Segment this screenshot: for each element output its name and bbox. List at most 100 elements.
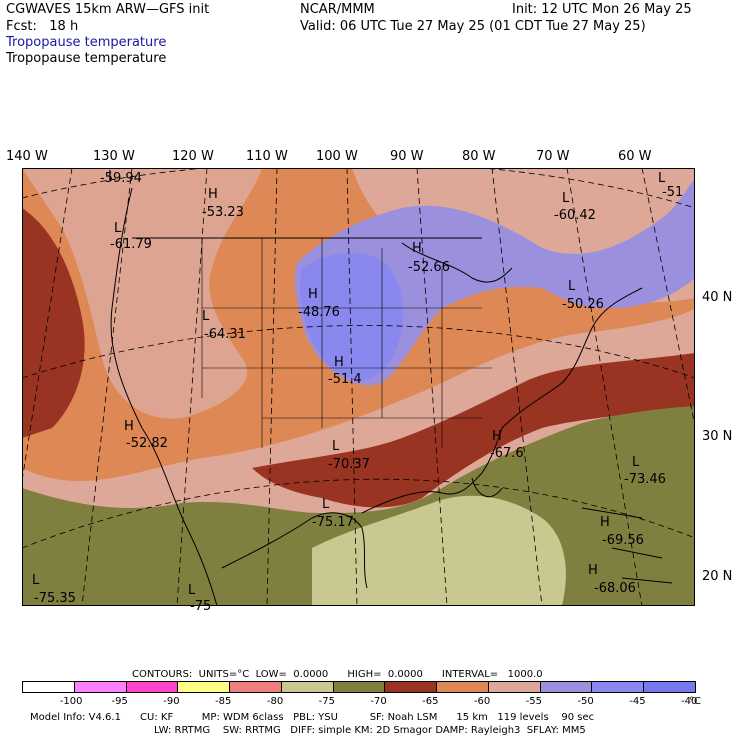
west-coast <box>110 187 218 606</box>
extremum-type: H <box>600 515 610 530</box>
east-coast <box>501 287 643 429</box>
extremum-value: -50.26 <box>562 297 604 312</box>
colorbar-swatch <box>177 681 231 693</box>
lat-label: 40 N <box>702 290 733 305</box>
extremum-value: -68.06 <box>594 581 636 596</box>
colorbar-tick-label: -40 <box>681 696 698 707</box>
colorbar-tick-label: -70 <box>370 696 387 707</box>
field-title-primary: Tropopause temperature <box>6 35 167 50</box>
map-frame <box>22 168 695 606</box>
extremum-type: L <box>658 171 666 186</box>
lon-label: 70 W <box>536 149 570 164</box>
colorbar-tick-label: -85 <box>215 696 232 707</box>
colorbar-tick-label: -50 <box>577 696 594 707</box>
florida-outline <box>471 477 503 498</box>
mexico-coast <box>221 512 368 589</box>
latitude-line <box>22 325 695 379</box>
extremum-value: -59.94 <box>100 171 142 186</box>
extremum-value: -53.23 <box>202 205 244 220</box>
lon-label: 140 W <box>6 149 48 164</box>
longitude-line <box>81 168 133 606</box>
gulf-coast <box>361 427 503 514</box>
lon-label: 120 W <box>172 149 214 164</box>
extremum-type: H <box>412 241 422 256</box>
extremum-type: L <box>114 221 122 236</box>
contours-info: CONTOURS: UNITS=°C LOW= 0.0000 HIGH= 0.0… <box>132 669 543 680</box>
extremum-value: -67.6 <box>490 446 524 461</box>
extremum-type: L <box>632 455 640 470</box>
colorbar-tick-label: -80 <box>266 696 284 707</box>
colorbar-tick-label: -65 <box>422 696 439 707</box>
colorbar-swatch <box>22 681 75 693</box>
longitude-line <box>416 168 448 606</box>
colorbar-swatch <box>436 681 489 693</box>
lon-label: 100 W <box>316 149 358 164</box>
extremum-value: -61.79 <box>110 237 152 252</box>
extremum-type: L <box>32 573 40 588</box>
extremum-value: -48.76 <box>298 305 340 320</box>
extremum-value: -69.56 <box>602 533 644 548</box>
coastlines <box>110 187 673 606</box>
colorbar-swatch <box>643 681 696 693</box>
colorbar-tick-label: -60 <box>473 696 491 707</box>
lon-label: 130 W <box>93 149 135 164</box>
extremum-type: H <box>588 563 598 578</box>
caribbean-islands <box>581 507 673 584</box>
longitude-line <box>346 168 358 606</box>
lon-label: 60 W <box>618 149 652 164</box>
extremum-value: -52.82 <box>126 436 168 451</box>
graticule <box>22 168 695 606</box>
extremum-type: H <box>492 429 502 444</box>
model-title: CGWAVES 15km ARW—GFS init <box>6 2 210 17</box>
state-borders <box>201 238 492 448</box>
extremum-type: L <box>568 279 576 294</box>
center-label: NCAR/MMM <box>300 2 375 17</box>
great-lakes <box>401 242 513 283</box>
model-info-line1: Model Info: V4.6.1 CU: KF MP: WDM 6class… <box>30 712 595 723</box>
extremum-type: H <box>124 419 134 434</box>
extremum-type: L <box>108 169 116 184</box>
extremum-value: -51 <box>662 185 684 200</box>
field-band-blue-core <box>299 252 404 381</box>
colorbar <box>22 681 696 693</box>
init-time: Init: 12 UTC Mon 26 May 25 <box>512 2 692 17</box>
extremum-value: -75 <box>190 599 212 614</box>
field-band-tan <box>312 495 566 606</box>
colorbar-tick-label: -95 <box>111 696 128 707</box>
extremum-type: L <box>202 309 210 324</box>
colorbar-swatch <box>229 681 282 693</box>
colorbar-unit: °C <box>689 696 701 707</box>
field-title-secondary: Tropopause temperature <box>6 51 167 66</box>
colorbar-tick-label: -45 <box>629 696 646 707</box>
longitude-line <box>491 168 543 606</box>
lat-label: 30 N <box>702 429 733 444</box>
extremum-type: H <box>334 355 344 370</box>
colorbar-swatch <box>332 681 386 693</box>
longitude-line <box>641 168 695 428</box>
lon-label: 90 W <box>390 149 424 164</box>
extremum-value: -75.17 <box>312 515 354 530</box>
latitude-line <box>22 168 695 209</box>
forecast-hour: Fcst: 18 h <box>6 19 79 34</box>
extremum-type: L <box>332 439 340 454</box>
extremum-value: -51.4 <box>328 372 362 387</box>
lon-label: 110 W <box>246 149 288 164</box>
colorbar-swatch <box>487 681 541 693</box>
valid-time: Valid: 06 UTC Tue 27 May 25 (01 CDT Tue … <box>300 19 646 34</box>
state-grid <box>201 238 492 448</box>
longitude-line <box>566 168 643 606</box>
lon-label: 80 W <box>462 149 496 164</box>
field-band-darkred-south <box>252 353 695 508</box>
colorbar-tick-label: -90 <box>163 696 180 707</box>
extremum-value: -60.42 <box>554 208 596 223</box>
colorbar-swatch <box>280 681 334 693</box>
colorbar-tick-label: -55 <box>525 696 543 707</box>
map-canvas <box>22 168 695 606</box>
lat-label: 20 N <box>702 569 733 584</box>
colorbar-swatch <box>539 681 593 693</box>
extremum-value: -75.35 <box>34 591 76 606</box>
tropopause-temperature-map: H -53.23 H -52.66 H -48.76 H -51.4 H -52… <box>22 168 695 614</box>
extremum-value: -64.31 <box>204 327 246 342</box>
extremum-type: H <box>308 287 318 302</box>
colorbar-swatch <box>384 681 438 693</box>
